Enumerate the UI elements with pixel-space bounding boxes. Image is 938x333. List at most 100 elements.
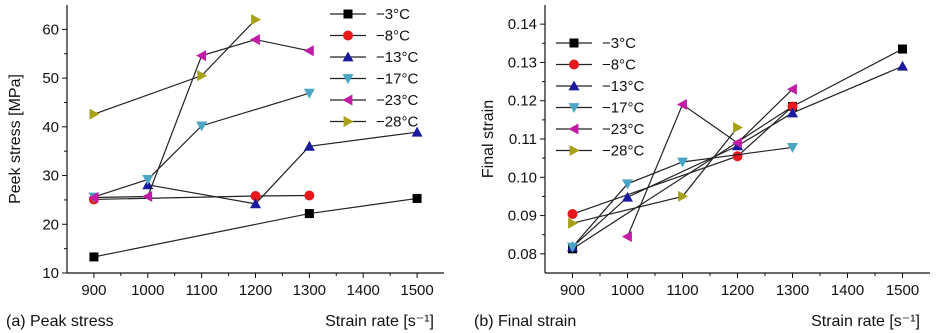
data-point <box>567 242 578 253</box>
legend-label: −13°C <box>376 49 418 66</box>
data-point <box>787 107 798 118</box>
x-axis-title: Strain rate [s⁻¹] <box>811 313 920 330</box>
data-point <box>250 34 260 46</box>
y-tick-label: 0.11 <box>509 131 537 148</box>
data-point <box>622 191 633 202</box>
y-tick-label: 40 <box>42 119 59 136</box>
legend-marker <box>568 123 579 135</box>
series-line <box>93 92 310 198</box>
y-tick-label: 0.14 <box>508 16 537 33</box>
x-tick-label: 1100 <box>186 282 218 299</box>
data-point <box>196 121 208 132</box>
data-point <box>898 44 907 54</box>
x-tick-label: 1200 <box>239 282 272 299</box>
legend-marker <box>342 74 354 84</box>
data-point <box>897 60 908 71</box>
data-point <box>733 122 743 134</box>
caption-a: (a) Peak stress <box>6 313 114 330</box>
legend-marker <box>343 9 353 19</box>
data-point <box>142 175 154 185</box>
data-point <box>251 14 261 26</box>
x-tick-label: 1000 <box>131 282 164 299</box>
legend-label: −8°C <box>602 57 636 74</box>
data-point <box>622 179 633 190</box>
series-line <box>572 127 738 224</box>
legend-label: −3°C <box>376 6 410 23</box>
x-tick-label: 900 <box>560 282 585 299</box>
x-tick-label: 1200 <box>721 282 754 299</box>
x-tick-label: 1300 <box>776 282 809 299</box>
legend-marker <box>342 94 353 106</box>
legend-label: −3°C <box>602 35 636 52</box>
legend-marker <box>343 116 354 127</box>
data-point <box>303 140 315 151</box>
data-point <box>787 143 798 153</box>
legend-label: −28°C <box>376 114 418 131</box>
series-line <box>626 88 793 237</box>
y-tick-label: 0.10 <box>508 169 537 186</box>
legend-label: −17°C <box>376 71 418 88</box>
legend-marker <box>568 80 580 91</box>
legend-label: −23°C <box>376 92 418 109</box>
x-tick-label: 1500 <box>886 282 919 299</box>
y-tick-label: 30 <box>42 168 59 185</box>
y-tick-label: 10 <box>42 265 59 282</box>
data-point <box>250 191 261 202</box>
data-point <box>567 209 578 220</box>
legend-marker <box>569 38 579 48</box>
legend-label: −8°C <box>376 28 410 45</box>
data-point <box>677 99 687 111</box>
y-tick-label: 0.12 <box>508 93 537 110</box>
series-line <box>572 146 793 248</box>
y-tick-label: 0.09 <box>508 208 537 225</box>
y-axis-title: Final strain <box>480 100 497 178</box>
data-point <box>304 190 315 201</box>
data-point <box>678 190 688 202</box>
series-line <box>93 19 256 115</box>
data-point <box>787 101 798 112</box>
data-point <box>787 83 797 95</box>
x-tick-label: 1400 <box>831 282 864 299</box>
data-point <box>89 108 100 120</box>
legend-marker <box>568 103 580 113</box>
legend-marker <box>342 51 354 62</box>
y-tick-label: 50 <box>42 70 59 87</box>
data-point <box>89 252 99 262</box>
series-line <box>93 38 310 199</box>
legend-label: −28°C <box>602 143 644 160</box>
x-tick-label: 1400 <box>347 282 380 299</box>
data-point <box>732 151 743 162</box>
data-point <box>622 231 632 243</box>
data-point <box>250 198 261 209</box>
data-point <box>88 191 99 203</box>
legend-label: −17°C <box>602 100 644 117</box>
data-point <box>732 137 742 149</box>
x-tick-label: 1000 <box>611 282 644 299</box>
y-tick-label: 0.08 <box>508 246 537 263</box>
data-point <box>411 126 423 137</box>
x-tick-label: 1300 <box>293 282 326 299</box>
legend-marker <box>569 145 580 156</box>
y-tick-label: 20 <box>42 216 59 233</box>
x-tick-label: 1100 <box>666 282 698 299</box>
x-tick-label: 900 <box>81 282 106 299</box>
x-tick-label: 1500 <box>400 282 433 299</box>
data-point <box>677 157 688 168</box>
caption-b: (b) Final strain <box>474 313 576 330</box>
data-point <box>303 88 315 99</box>
data-point <box>142 190 153 202</box>
legend-marker <box>343 30 353 41</box>
data-point <box>196 50 207 62</box>
legend-label: −23°C <box>602 121 644 138</box>
data-point <box>197 70 208 82</box>
final-strain-chart: 900 1000 1100 1200 1300 1400 1500 0.08 0.09 0.10 0… <box>480 5 930 330</box>
peak-stress-chart: 900 1000 1100 1200 1300 1400 1500 10 20 30 40 50 60 S… <box>7 5 444 330</box>
y-tick-label: 0.13 <box>508 54 537 71</box>
x-axis-title: Strain rate [s⁻¹] <box>325 313 434 330</box>
legend-label: −13°C <box>602 78 644 95</box>
y-axis-title: Peek stress [MPa] <box>7 74 24 204</box>
data-point <box>412 193 422 203</box>
series-line <box>147 131 418 205</box>
y-tick-label: 60 <box>42 21 59 38</box>
